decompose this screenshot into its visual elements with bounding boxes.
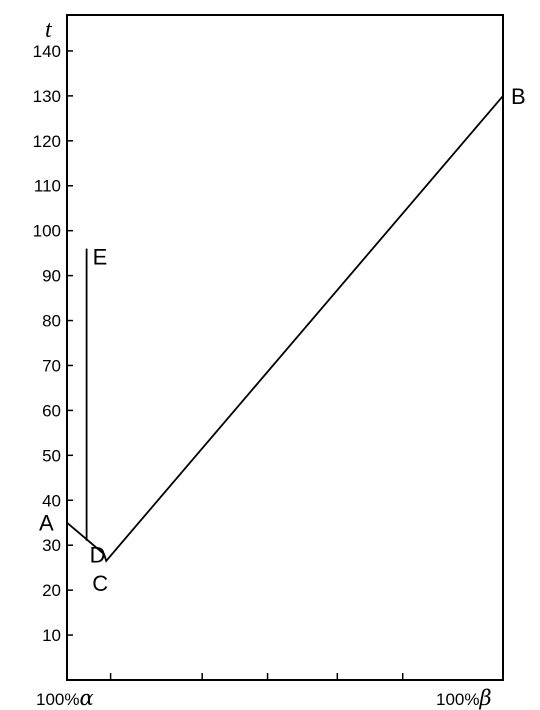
y-tick-label: 50 <box>42 446 61 465</box>
point-label-a: A <box>39 511 54 536</box>
point-label-d: D <box>90 543 106 568</box>
y-tick-label: 110 <box>34 177 61 196</box>
y-tick-label: 20 <box>42 581 61 600</box>
x-left-percent: 100% <box>36 690 79 709</box>
point-labels: A DC B E <box>39 84 526 596</box>
y-tick-label: 80 <box>42 312 61 331</box>
y-tick-label: 100 <box>33 222 61 241</box>
y-tick-label: 130 <box>33 87 61 106</box>
plot-frame <box>66 14 504 681</box>
x-axis-right-label: 100%β <box>436 686 492 710</box>
x-right-percent: 100% <box>436 690 479 709</box>
y-tick-label: 10 <box>42 626 61 645</box>
x-axis-ticks <box>66 673 404 680</box>
y-tick-label: 90 <box>42 267 61 286</box>
y-tick-label: 60 <box>42 401 61 420</box>
y-axis-label: t <box>45 17 53 43</box>
x-left-greek: α <box>79 686 93 710</box>
point-label-c: C <box>92 571 108 596</box>
series-lines <box>66 95 504 563</box>
y-axis-ticks: 10 20 30 40 50 60 70 80 90 100 110 120 130 140 <box>33 42 73 645</box>
y-tick-label: 120 <box>33 132 61 151</box>
y-tick-label: 70 <box>42 356 61 375</box>
y-tick-label: 140 <box>33 42 61 61</box>
point-label-b: B <box>511 84 526 109</box>
x-axis-left-label: 100%α <box>36 686 94 710</box>
series-line <box>66 95 504 563</box>
y-tick-label: 30 <box>42 536 61 555</box>
point-label-e: E <box>93 245 108 270</box>
y-tick-label: 40 <box>42 491 61 510</box>
x-right-greek: β <box>478 686 491 710</box>
